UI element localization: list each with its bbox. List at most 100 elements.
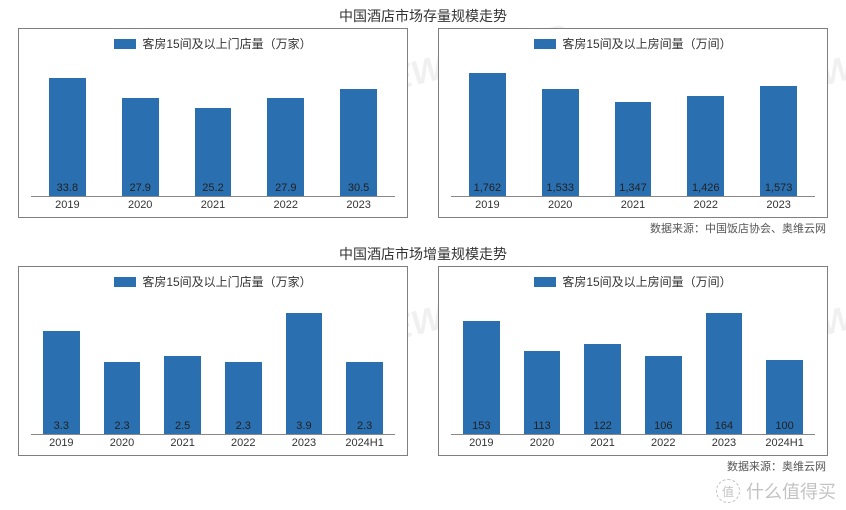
chart-increment-stores: 客房15间及以上门店量（万家） 3.3 2.3 2.5 2.3 3.9 2.3 2019 202… bbox=[18, 266, 408, 456]
chart-stock-rooms: 客房15间及以上房间量（万间） 1,762 1,533 1,347 1,426 1,573… bbox=[438, 28, 828, 218]
legend-label: 客房15间及以上门店量（万家） bbox=[142, 273, 311, 290]
chart-plot: 3.3 2.3 2.5 2.3 3.9 2.3 bbox=[31, 294, 395, 435]
bar: 33.8 bbox=[49, 78, 86, 196]
bar-value-label: 33.8 bbox=[57, 182, 78, 194]
bar-value-label: 2.3 bbox=[236, 420, 251, 432]
xaxis-tick-label: 2023 bbox=[698, 437, 749, 449]
bar-value-label: 1,426 bbox=[692, 182, 720, 194]
legend-label: 客房15间及以上房间量（万间） bbox=[562, 273, 731, 290]
chart-stock-stores: 客房15间及以上门店量（万家）33.827.925.227.930.520192… bbox=[18, 28, 408, 218]
xaxis-tick-label: 2019 bbox=[456, 437, 507, 449]
xaxis-tick-label: 2023 bbox=[278, 437, 329, 449]
bar: 2.3 bbox=[104, 362, 141, 434]
section-title-stock: 中国酒店市场存量规模走势 bbox=[0, 0, 846, 28]
bar-value-label: 2.5 bbox=[175, 420, 190, 432]
bar-group: 1,533 bbox=[535, 56, 586, 196]
chart-xaxis: 20192020202120222023 bbox=[451, 199, 815, 211]
xaxis-tick-label: 2020 bbox=[517, 437, 568, 449]
bar-group: 2.3 bbox=[339, 294, 390, 434]
chart-legend: 客房15间及以上门店量（万家） bbox=[19, 267, 407, 294]
bar: 1,347 bbox=[615, 102, 652, 196]
chart-plot: 33.8 27.9 25.2 27.9 30.5 bbox=[31, 56, 395, 197]
bar-group: 153 bbox=[456, 294, 507, 434]
bar-group: 122 bbox=[577, 294, 628, 434]
xaxis-tick-label: 2020 bbox=[97, 437, 148, 449]
xaxis-tick-label: 2020 bbox=[535, 199, 586, 211]
chart-increment-rooms: 客房15间及以上房间量（万间） 153 113 122 106 164 100 2019 202… bbox=[438, 266, 828, 456]
xaxis-tick-label: 2019 bbox=[36, 437, 87, 449]
chart-bars: 33.8 27.9 25.2 27.9 30.5 bbox=[31, 56, 395, 196]
bar-value-label: 2.3 bbox=[114, 420, 129, 432]
bar-group: 3.9 bbox=[278, 294, 329, 434]
bar-value-label: 100 bbox=[775, 420, 793, 432]
xaxis-tick-label: 2019 bbox=[42, 199, 93, 211]
bar: 106 bbox=[645, 356, 682, 434]
bar-value-label: 153 bbox=[472, 420, 490, 432]
xaxis-tick-label: 2022 bbox=[260, 199, 311, 211]
bar-value-label: 122 bbox=[593, 420, 611, 432]
section-title-increment: 中国酒店市场增量规模走势 bbox=[0, 238, 846, 266]
bar: 27.9 bbox=[267, 98, 304, 196]
bar: 122 bbox=[584, 344, 621, 434]
bar-value-label: 164 bbox=[715, 420, 733, 432]
xaxis-tick-label: 2023 bbox=[753, 199, 804, 211]
bar-group: 100 bbox=[759, 294, 810, 434]
bar: 30.5 bbox=[340, 89, 377, 196]
bar-value-label: 113 bbox=[533, 420, 551, 432]
bar: 27.9 bbox=[122, 98, 159, 196]
chart-plot: 1,762 1,533 1,347 1,426 1,573 bbox=[451, 56, 815, 197]
chart-xaxis: 2019 2020 2021 2022 2023 bbox=[31, 199, 395, 211]
legend-swatch bbox=[534, 39, 556, 49]
bar-group: 33.8 bbox=[42, 56, 93, 196]
bar-value-label: 2.3 bbox=[357, 420, 372, 432]
bar: 3.3 bbox=[43, 331, 80, 434]
bar: 153 bbox=[463, 321, 500, 434]
bar-value-label: 27.9 bbox=[275, 182, 296, 194]
chart-legend: 客房15间及以上门店量（万家） bbox=[19, 29, 407, 56]
bar-group: 113 bbox=[517, 294, 568, 434]
bar-value-label: 1,533 bbox=[546, 182, 574, 194]
bar-group: 1,426 bbox=[680, 56, 731, 196]
bar: 3.9 bbox=[286, 313, 323, 434]
chart-bars: 1,762 1,533 1,347 1,426 1,573 bbox=[451, 56, 815, 196]
legend-label: 客房15间及以上门店量（万家） bbox=[142, 35, 311, 52]
chart-xaxis: 2019 2020 2021 2022 2023 2024H1 bbox=[31, 437, 395, 449]
legend-label: 客房15间及以上房间量（万间） bbox=[562, 35, 731, 52]
legend-swatch bbox=[114, 39, 136, 49]
bar-value-label: 1,573 bbox=[765, 182, 793, 194]
xaxis-tick-label: 2022 bbox=[218, 437, 269, 449]
xaxis-tick-label: 2021 bbox=[157, 437, 208, 449]
bar: 164 bbox=[706, 313, 743, 434]
xaxis-tick-label: 2022 bbox=[638, 437, 689, 449]
bar-group: 106 bbox=[638, 294, 689, 434]
xaxis-tick-label: 2021 bbox=[188, 199, 239, 211]
legend-swatch bbox=[534, 277, 556, 287]
chart-legend: 客房15间及以上房间量（万间） bbox=[439, 267, 827, 294]
bar-value-label: 106 bbox=[654, 420, 672, 432]
chart-plot: 153 113 122 106 164 100 bbox=[451, 294, 815, 435]
bar-value-label: 27.9 bbox=[129, 182, 150, 194]
bar: 2.3 bbox=[346, 362, 383, 434]
bar: 1,573 bbox=[760, 86, 797, 196]
bar-value-label: 25.2 bbox=[202, 182, 223, 194]
bar-value-label: 3.9 bbox=[296, 420, 311, 432]
bar-group: 164 bbox=[698, 294, 749, 434]
source-stock: 数据来源：中国饭店协会、奥维云网 bbox=[0, 218, 846, 238]
bar-value-label: 1,762 bbox=[474, 182, 502, 194]
bar-group: 30.5 bbox=[333, 56, 384, 196]
bar: 1,426 bbox=[687, 96, 724, 196]
legend-swatch bbox=[114, 277, 136, 287]
chart-bars: 3.3 2.3 2.5 2.3 3.9 2.3 bbox=[31, 294, 395, 434]
xaxis-tick-label: 2023 bbox=[333, 199, 384, 211]
bar-group: 25.2 bbox=[188, 56, 239, 196]
bar-value-label: 1,347 bbox=[619, 182, 647, 194]
bar: 25.2 bbox=[195, 108, 232, 196]
xaxis-tick-label: 2021 bbox=[608, 199, 659, 211]
xaxis-tick-label: 2019 bbox=[462, 199, 513, 211]
bar-group: 2.5 bbox=[157, 294, 208, 434]
xaxis-tick-label: 2020 bbox=[115, 199, 166, 211]
bar: 1,533 bbox=[542, 89, 579, 196]
bar: 100 bbox=[766, 360, 803, 434]
xaxis-tick-label: 2024H1 bbox=[339, 437, 390, 449]
xaxis-tick-label: 2021 bbox=[577, 437, 628, 449]
